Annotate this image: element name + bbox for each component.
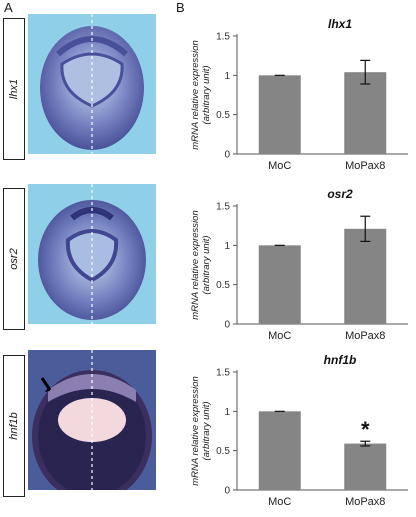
y-axis-label: (arbitrary unit) (201, 401, 212, 460)
gene-label-lhx1: lhx1 (8, 78, 20, 100)
bar-chart-hnf1b: hnf1b mRNA relative expression (arbitrary … (190, 342, 416, 512)
y-tick-label: 1.5 (216, 32, 230, 43)
gene-label-box-osr2: osr2 (3, 188, 25, 330)
bar (344, 443, 387, 490)
embryo-image-hnf1b (28, 350, 156, 490)
y-tick-label: 0 (224, 486, 230, 497)
chart-title: lhx1 (328, 17, 352, 31)
x-tick-label: MoC (268, 496, 291, 508)
y-axis-label: mRNA relative expression (190, 40, 201, 149)
chart-svg: hnf1b mRNA relative expression (arbitrary … (190, 353, 408, 508)
y-tick-label: 0.5 (216, 110, 230, 121)
bar (344, 72, 387, 154)
x-tick-label: MoC (268, 160, 291, 172)
x-tick-label: MoC (268, 330, 291, 342)
panel-label-a: A (4, 0, 13, 15)
gene-label-osr2: osr2 (8, 248, 20, 270)
chart-title: osr2 (327, 187, 353, 201)
y-tick-label: 1 (224, 71, 230, 82)
chart-svg: lhx1 mRNA relative expression (arbitrary u… (190, 17, 408, 172)
bar (344, 228, 387, 324)
y-axis-label: (arbitrary unit) (201, 65, 212, 124)
y-tick-label: 0.5 (216, 280, 230, 291)
chart-title: hnf1b (324, 353, 357, 367)
significance-marker: * (361, 417, 370, 442)
x-tick-label: MoPax8 (345, 496, 385, 508)
bar (258, 75, 301, 154)
y-tick-label: 1.5 (216, 202, 230, 213)
y-axis-label: mRNA relative expression (190, 376, 201, 485)
bar (258, 245, 301, 324)
gene-label-hnf1b: hnf1b (8, 412, 20, 440)
bar-chart-lhx1: lhx1 mRNA relative expression (arbitrary u… (190, 6, 416, 176)
y-axis-label: mRNA relative expression (190, 210, 201, 319)
panel-label-b: B (176, 0, 185, 15)
bar (258, 411, 301, 490)
embryo-image-osr2 (28, 184, 156, 324)
y-tick-label: 1 (224, 241, 230, 252)
gene-label-box-hnf1b: hnf1b (3, 355, 25, 497)
y-tick-label: 0 (224, 150, 230, 161)
gene-label-box-lhx1: lhx1 (3, 18, 25, 160)
y-tick-label: 1.5 (216, 368, 230, 379)
y-tick-label: 0.5 (216, 446, 230, 457)
x-tick-label: MoPax8 (345, 330, 385, 342)
embryo-image-lhx1 (28, 14, 156, 154)
chart-svg: osr2 mRNA relative expression (arbitrary u… (190, 187, 408, 342)
y-tick-label: 1 (224, 407, 230, 418)
bar-chart-osr2: osr2 mRNA relative expression (arbitrary u… (190, 176, 416, 346)
x-tick-label: MoPax8 (345, 160, 385, 172)
y-tick-label: 0 (224, 320, 230, 331)
y-axis-label: (arbitrary unit) (201, 235, 212, 294)
